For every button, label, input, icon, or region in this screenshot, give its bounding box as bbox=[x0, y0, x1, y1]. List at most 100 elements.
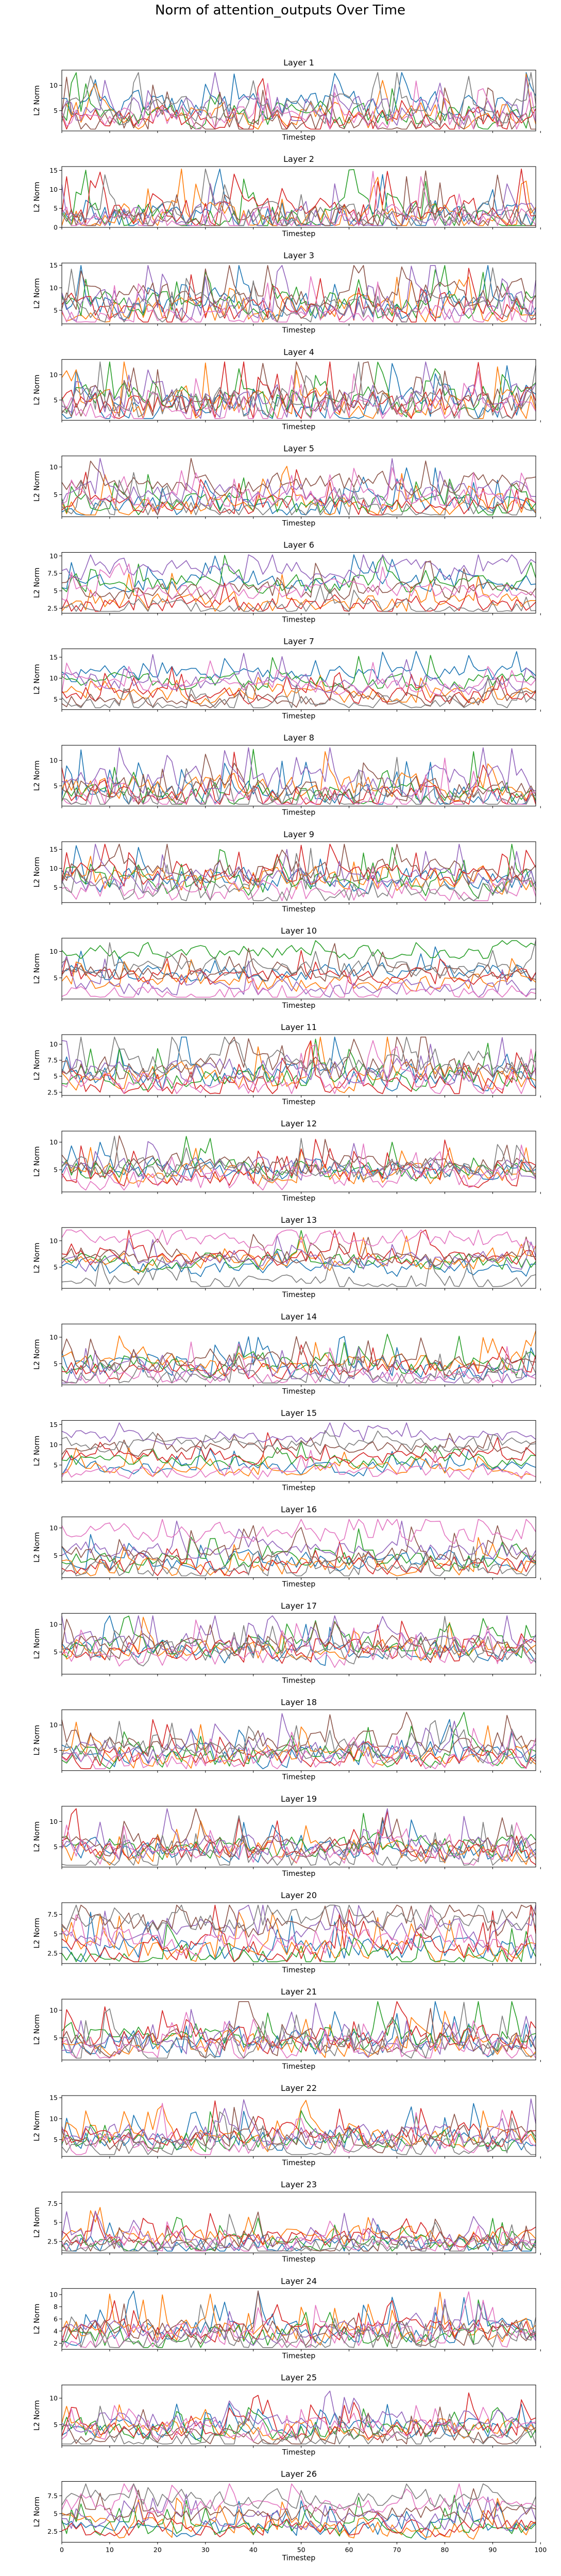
series-line-6 bbox=[61, 2488, 536, 2523]
y-tick-label: 6 bbox=[54, 2315, 58, 2323]
series-line-5 bbox=[61, 361, 536, 419]
series-line-6 bbox=[61, 458, 536, 496]
y-axis-label: L2 Norm bbox=[33, 1821, 41, 1852]
plot-frame bbox=[61, 1227, 536, 1289]
series-line-7 bbox=[61, 866, 536, 902]
series-line-8 bbox=[61, 361, 536, 419]
series-line-6 bbox=[61, 1036, 536, 1082]
series-line-6 bbox=[61, 76, 536, 130]
x-tick-label: 100 bbox=[534, 2546, 547, 2554]
subplot-layer-15: Layer 15 5 10 15 L2 Norm Timestep bbox=[33, 1408, 541, 1492]
y-axis-label: L2 Norm bbox=[33, 1339, 41, 1370]
series-line-4 bbox=[61, 1808, 536, 1865]
series-line-4 bbox=[61, 1229, 536, 1266]
series-line-7 bbox=[61, 1519, 536, 1544]
y-axis-label: L2 Norm bbox=[33, 857, 41, 887]
x-axis-label: Timestep bbox=[282, 1581, 316, 1589]
series-line-6 bbox=[61, 1711, 536, 1754]
subplot-title: Layer 4 bbox=[283, 347, 314, 357]
subplot-title: Layer 7 bbox=[283, 637, 314, 646]
series-line-6 bbox=[61, 843, 536, 886]
x-axis-label: Timestep bbox=[282, 1484, 316, 1492]
series-line-2 bbox=[61, 1331, 536, 1377]
y-tick-label: 15 bbox=[49, 167, 58, 174]
subplot-title: Layer 2 bbox=[283, 154, 314, 164]
y-tick-label: 5 bbox=[54, 107, 58, 114]
series-line-7 bbox=[61, 1229, 536, 1251]
series-line-6 bbox=[61, 1808, 536, 1857]
series-line-6 bbox=[61, 170, 536, 226]
series-line-2 bbox=[61, 1447, 536, 1478]
y-tick-label: 2.5 bbox=[47, 1088, 58, 1096]
x-axis-label: Timestep bbox=[282, 1773, 316, 1782]
series-line-4 bbox=[61, 2001, 536, 2054]
y-tick-label: 15 bbox=[49, 1421, 58, 1428]
series-line-1 bbox=[61, 2290, 536, 2346]
x-axis-label: Timestep bbox=[282, 1870, 316, 1878]
x-axis-label: Timestep bbox=[282, 1291, 316, 1299]
subplot-title: Layer 23 bbox=[281, 2180, 317, 2189]
series-line-3 bbox=[61, 1230, 536, 1273]
series-line-2 bbox=[61, 276, 536, 323]
x-tick-label: 30 bbox=[201, 2546, 210, 2554]
plot-frame bbox=[61, 359, 536, 421]
subplot-title: Layer 13 bbox=[281, 1215, 317, 1225]
plot-frame bbox=[61, 1517, 536, 1578]
subplot-title: Layer 6 bbox=[283, 540, 314, 550]
series-line-1 bbox=[61, 1447, 536, 1477]
y-tick-label: 5 bbox=[54, 1747, 58, 1754]
y-axis-label: L2 Norm bbox=[33, 1532, 41, 1563]
series-line-8 bbox=[61, 677, 536, 708]
y-tick-label: 5 bbox=[54, 491, 58, 498]
series-line-3 bbox=[61, 1442, 536, 1469]
plot-frame bbox=[61, 262, 536, 324]
y-axis-label: L2 Norm bbox=[33, 1725, 41, 1755]
y-tick-label: 5 bbox=[54, 205, 58, 212]
y-axis-label: L2 Norm bbox=[33, 953, 41, 984]
x-axis-label: Timestep bbox=[282, 1194, 316, 1203]
series-line-5 bbox=[61, 1235, 536, 1272]
y-tick-label: 2.5 bbox=[47, 1950, 58, 1957]
y-tick-label: 7.5 bbox=[47, 1056, 58, 1064]
series-line-5 bbox=[61, 1141, 536, 1183]
series-line-3 bbox=[61, 1616, 536, 1658]
y-tick-label: 5 bbox=[54, 782, 58, 790]
series-line-8 bbox=[61, 1036, 536, 1079]
x-axis-label: Timestep bbox=[282, 905, 316, 913]
y-tick-label: 5 bbox=[54, 2509, 58, 2517]
series-line-7 bbox=[61, 1040, 536, 1094]
series-line-5 bbox=[61, 554, 536, 581]
series-line-7 bbox=[61, 660, 536, 696]
y-tick-label: 10 bbox=[49, 371, 58, 378]
series-line-3 bbox=[61, 2407, 536, 2442]
series-line-7 bbox=[61, 80, 536, 130]
plot-frame bbox=[61, 1709, 536, 1771]
y-tick-label: 5 bbox=[54, 1843, 58, 1851]
series-line-3 bbox=[61, 1136, 536, 1182]
series-line-7 bbox=[61, 2405, 536, 2442]
y-tick-label: 10 bbox=[49, 2395, 58, 2402]
plot-frame bbox=[61, 70, 536, 131]
series-line-6 bbox=[61, 2290, 536, 2346]
x-axis-label: Timestep bbox=[282, 1966, 316, 1974]
series-line-8 bbox=[61, 2111, 536, 2155]
subplot-title: Layer 9 bbox=[283, 829, 314, 839]
series-line-1 bbox=[61, 1819, 536, 1863]
plot-frame bbox=[61, 1613, 536, 1675]
subplot-title: Layer 3 bbox=[283, 251, 314, 260]
series-line-8 bbox=[61, 1720, 536, 1764]
subplot-layer-4: Layer 4 5 10 L2 Norm Timestep bbox=[33, 347, 541, 431]
series-line-5 bbox=[61, 1422, 536, 1445]
series-line-5 bbox=[61, 458, 536, 508]
y-tick-label: 10 bbox=[49, 463, 58, 471]
x-tick-label: 70 bbox=[393, 2546, 401, 2554]
x-axis-label: Timestep bbox=[282, 616, 316, 624]
y-axis-label: L2 Norm bbox=[33, 278, 41, 309]
x-axis-label: Timestep bbox=[282, 230, 316, 238]
subplot-layer-12: Layer 12 5 10 L2 Norm Timestep bbox=[33, 1119, 541, 1203]
series-line-4 bbox=[61, 1904, 536, 1963]
x-axis-label: Timestep bbox=[282, 519, 316, 527]
series-line-5 bbox=[61, 1713, 536, 1764]
